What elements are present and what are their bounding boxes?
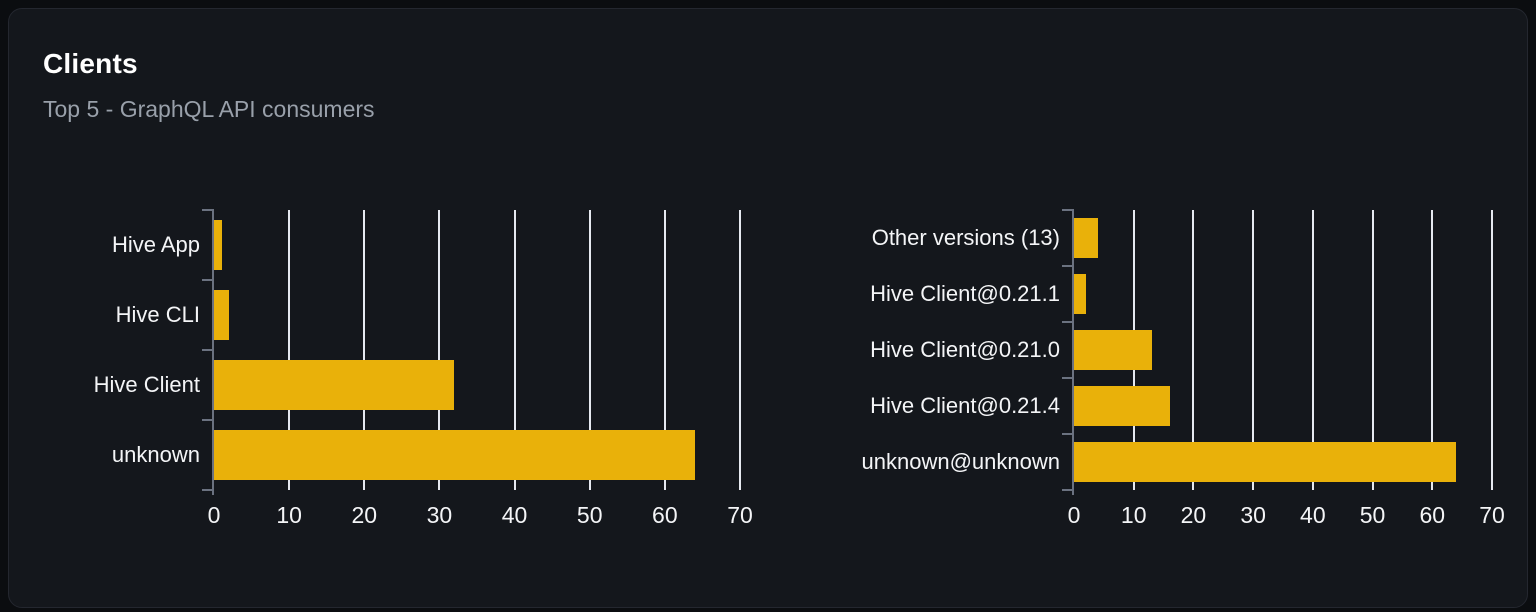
category-label: Hive Client <box>93 372 200 397</box>
bar[interactable] <box>1074 330 1152 370</box>
gridline <box>288 210 291 490</box>
x-tick-label: 40 <box>1300 502 1326 528</box>
category-label: Hive Client@0.21.1 <box>870 281 1060 306</box>
y-axis-tick <box>202 349 214 351</box>
y-axis-tick <box>1062 321 1074 323</box>
x-tick-label: 50 <box>576 502 603 528</box>
y-axis-line <box>212 210 214 495</box>
gridline <box>663 210 666 490</box>
bar[interactable] <box>1074 442 1457 482</box>
bar[interactable] <box>214 220 222 270</box>
y-axis-line <box>1072 210 1074 495</box>
x-tick-label: 40 <box>501 502 528 528</box>
page-subtitle: Top 5 - GraphQL API consumers <box>43 96 375 122</box>
x-tick-label: 20 <box>1180 502 1207 528</box>
y-axis-tick <box>1062 265 1074 267</box>
gridline <box>1431 210 1434 490</box>
gridline <box>1311 210 1314 490</box>
bar[interactable] <box>214 360 455 410</box>
x-tick-label: 10 <box>1120 502 1147 528</box>
bar[interactable] <box>214 290 230 340</box>
gridline <box>513 210 516 490</box>
bar[interactable] <box>1074 386 1170 426</box>
y-axis-tick <box>1062 377 1074 379</box>
x-tick-label: 60 <box>652 502 678 528</box>
x-tick-label: 70 <box>727 502 753 528</box>
category-label: Hive App <box>111 232 200 257</box>
gridline <box>363 210 366 490</box>
x-tick-label: 0 <box>1067 502 1081 528</box>
bar[interactable] <box>214 430 695 480</box>
category-label: Hive Client@0.21.0 <box>870 337 1060 362</box>
gridline <box>588 210 591 490</box>
gridline <box>438 210 441 490</box>
x-tick-label: 30 <box>426 502 453 528</box>
x-tick-label: 30 <box>1240 502 1266 528</box>
page-title: Clients <box>43 48 138 79</box>
category-label: unknown@unknown <box>861 449 1060 474</box>
gridline <box>1252 210 1255 490</box>
y-axis-tick <box>1062 489 1074 491</box>
y-axis-tick <box>202 279 214 281</box>
category-label: unknown <box>111 442 200 467</box>
x-tick-label: 20 <box>351 502 378 528</box>
category-label: Hive Client@0.21.4 <box>870 393 1060 418</box>
gridline <box>1371 210 1374 490</box>
bar[interactable] <box>1074 218 1098 258</box>
gridline <box>1491 210 1493 490</box>
x-tick-label: 50 <box>1359 502 1386 528</box>
y-axis-tick <box>202 489 214 491</box>
y-axis-tick <box>202 209 214 211</box>
gridline <box>1192 210 1195 490</box>
clients-card <box>8 8 1528 608</box>
category-label: Other versions (13) <box>871 225 1060 250</box>
y-axis-tick <box>1062 433 1074 435</box>
x-tick-label: 70 <box>1479 502 1505 528</box>
y-axis-tick <box>202 419 214 421</box>
x-tick-label: 10 <box>276 502 302 528</box>
gridline <box>739 210 741 490</box>
category-label: Hive CLI <box>115 302 200 327</box>
bar[interactable] <box>1074 274 1086 314</box>
x-tick-label: 0 <box>207 502 221 528</box>
y-axis-tick <box>1062 209 1074 211</box>
x-tick-label: 60 <box>1419 502 1446 528</box>
